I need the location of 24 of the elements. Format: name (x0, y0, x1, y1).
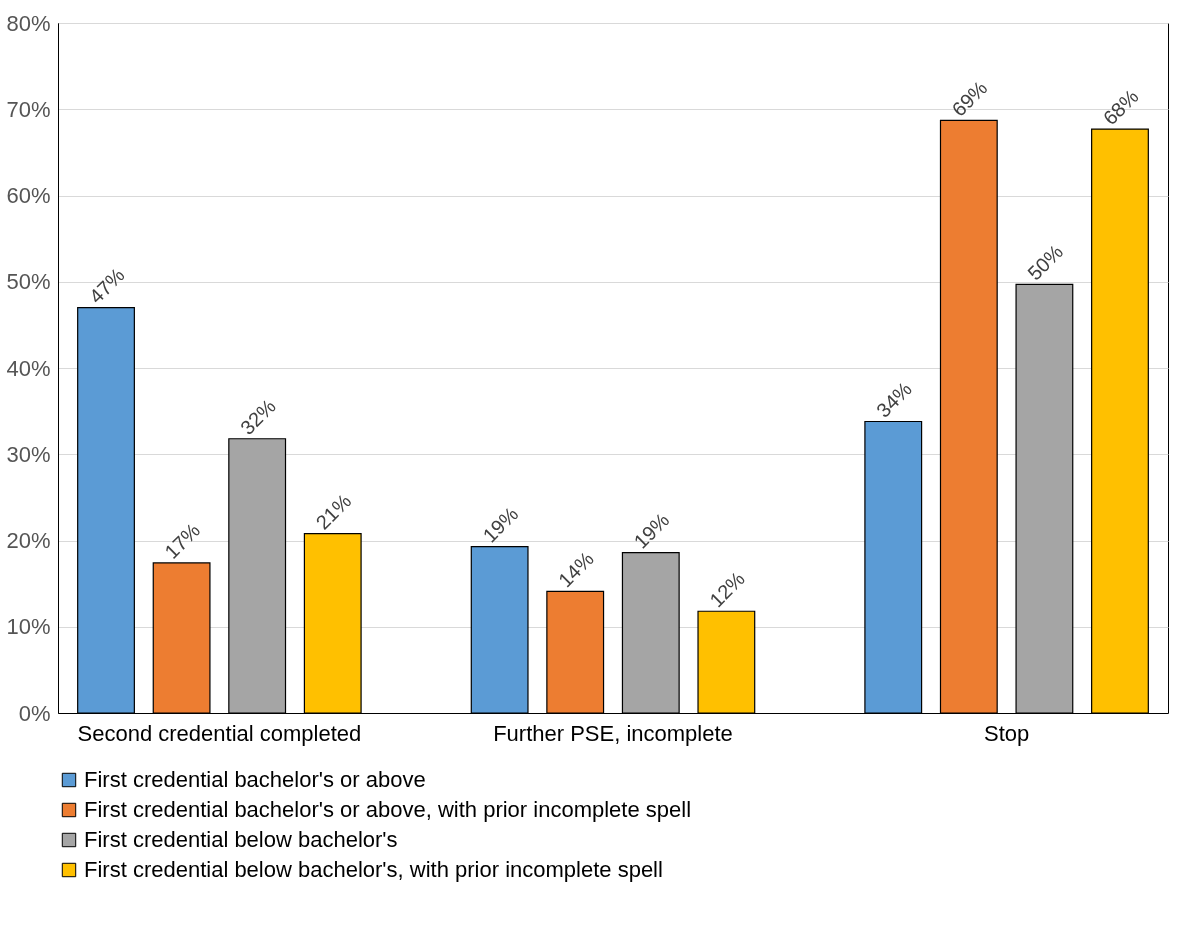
y-tick-label: 60% (6, 183, 51, 208)
x-tick-label: Stop (983, 720, 1030, 746)
x-tick-label: Second credential completed (77, 720, 362, 746)
y-tick-label: 10% (6, 614, 51, 640)
y-tick-label: 50% (6, 269, 51, 295)
legend-label: First credential below bachelor's (84, 827, 398, 852)
x-tick-label: Further PSE, incomplete (493, 720, 733, 746)
y-tick-label: 0% (18, 700, 51, 726)
data-label: 68% (1098, 85, 1143, 130)
y-tick-label: 40% (6, 355, 51, 381)
data-label: 17% (160, 518, 205, 563)
data-label: 69% (947, 76, 992, 121)
y-tick-label: 20% (6, 528, 51, 553)
data-label: 32% (235, 394, 280, 439)
legend-label: First credential bachelor's or above (84, 767, 426, 792)
y-tick-label: 80% (6, 10, 51, 36)
legend-label: First credential bachelor's or above, with prior incomplete spell (84, 797, 692, 822)
data-label: 12% (705, 567, 750, 612)
y-tick-label: 30% (6, 441, 51, 467)
data-label: 47% (84, 263, 129, 308)
data-label: 34% (872, 377, 917, 422)
y-tick-label: 70% (6, 96, 51, 122)
legend-label: First credential below bachelor's, with prior incomplete spell (84, 857, 663, 882)
data-label: 50% (1023, 240, 1068, 285)
